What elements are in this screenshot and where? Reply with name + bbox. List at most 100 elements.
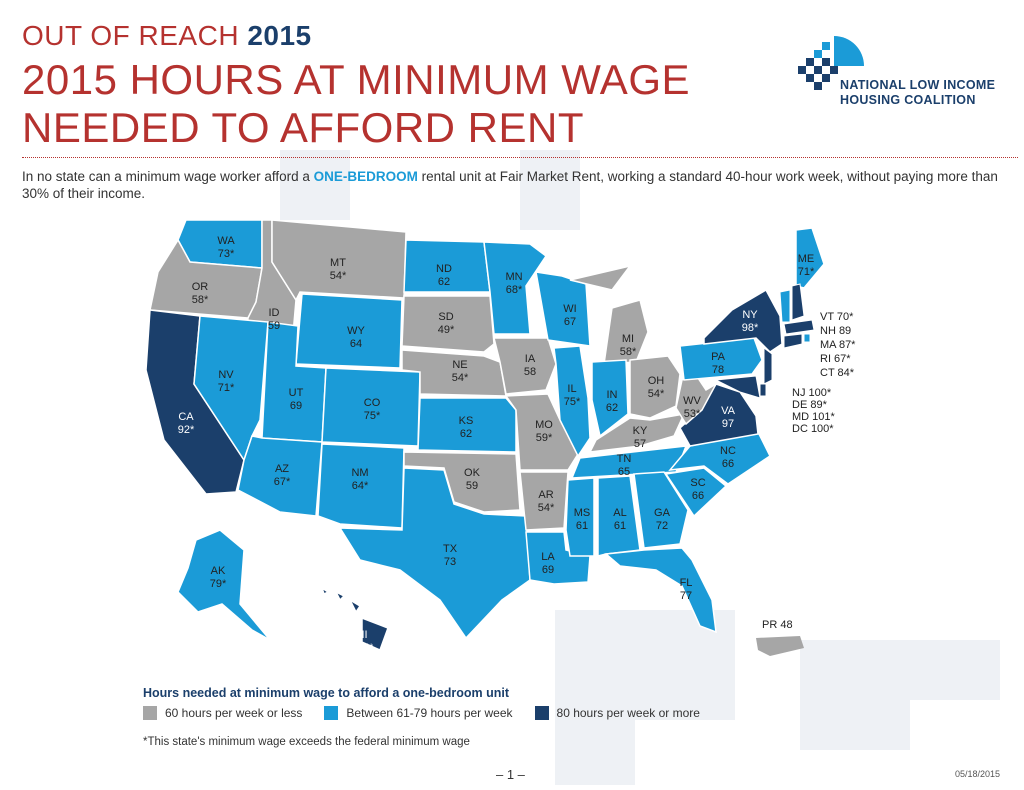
state-me — [795, 227, 825, 289]
title-line-1: 2015 HOURS AT MINIMUM WAGE — [22, 56, 690, 103]
legend-swatch — [143, 706, 157, 720]
state-ri — [803, 333, 811, 343]
legend-swatch — [534, 706, 549, 720]
state-hours-nc: 66 — [722, 458, 734, 470]
legend-label: 60 hours per week or less — [165, 706, 303, 720]
state-nj — [763, 347, 773, 385]
background-square — [555, 720, 635, 785]
legend-item-high: 80 hours per week or more — [534, 706, 700, 720]
state-label-in: IN — [607, 389, 618, 401]
legend-title: Hours needed at minimum wage to afford a… — [143, 686, 509, 700]
divider — [22, 157, 1018, 158]
state-label-sc: SC — [690, 477, 705, 489]
intro-before: In no state can a minimum wage worker af… — [22, 169, 314, 184]
state-label-tn: TN — [617, 453, 632, 465]
state-hours-ky: 57 — [634, 438, 646, 450]
background-square — [665, 610, 735, 720]
state-label-nc: NC — [720, 445, 736, 457]
nlihc-logo: NATIONAL LOW INCOME HOUSING COALITION — [796, 30, 1016, 110]
state-hours-ca: 92* — [178, 424, 195, 436]
state-label-al: AL — [613, 507, 626, 519]
state-hours-wi: 67 — [564, 316, 576, 328]
state-label-fl: FL — [680, 577, 693, 589]
state-hours-ak: 79* — [210, 578, 227, 590]
background-square — [555, 610, 665, 720]
legend-item-mid: Between 61-79 hours per week — [324, 706, 513, 720]
northeast-state-label: MA 87* — [820, 339, 856, 351]
state-fl — [604, 547, 717, 634]
state-label-la: LA — [541, 551, 555, 563]
state-label-ia: IA — [525, 353, 536, 365]
state-label-il: IL — [567, 383, 576, 395]
state-hours-nv: 71* — [218, 382, 235, 394]
state-nh — [791, 283, 805, 321]
state-hours-wv: 53* — [684, 408, 701, 420]
state-hours-nm: 64* — [352, 480, 369, 492]
state-hours-tx: 73 — [444, 556, 456, 568]
state-label-va: VA — [721, 405, 736, 417]
title-line-2: NEEDED TO AFFORD RENT — [22, 104, 585, 151]
state-ok — [403, 451, 521, 513]
state-ct — [783, 333, 803, 349]
state-hours-al: 61 — [614, 520, 626, 532]
state-ga — [633, 471, 689, 549]
logo-line-2: HOUSING COALITION — [840, 93, 976, 107]
date: 05/18/2015 — [955, 769, 1001, 779]
state-hours-sc: 66 — [692, 490, 704, 502]
state-hours-mi: 58* — [620, 346, 637, 358]
logo-line-1: NATIONAL LOW INCOME — [840, 78, 996, 92]
state-ma — [783, 319, 815, 335]
northeast-state-label: CT 84* — [820, 367, 855, 379]
midatlantic-state-label: NJ 100* — [792, 387, 832, 399]
state-mi — [569, 264, 649, 365]
state-label-mi: MI — [622, 333, 634, 345]
state-label-ks: KS — [459, 415, 474, 427]
state-label-me: ME — [798, 253, 815, 265]
state-ak — [177, 529, 271, 641]
intro-text: In no state can a minimum wage worker af… — [22, 168, 1012, 202]
state-label-nd: ND — [436, 263, 452, 275]
state-label-id: ID — [269, 307, 280, 319]
state-label-wa: WA — [217, 235, 235, 247]
state-shapes — [145, 219, 825, 656]
state-de — [759, 383, 767, 397]
northeast-state-label: RI 67* — [820, 353, 851, 365]
state-label-az: AZ — [275, 463, 289, 475]
state-mo — [504, 393, 579, 471]
logo-text: NATIONAL LOW INCOME HOUSING COALITION — [840, 78, 995, 108]
background-square — [910, 640, 1000, 700]
legend-label: 80 hours per week or more — [556, 706, 700, 720]
state-wi — [535, 271, 591, 347]
state-label-wi: WI — [563, 303, 576, 315]
state-sc — [664, 467, 728, 518]
state-label-sd: SD — [438, 311, 453, 323]
state-hours-id: 59 — [268, 320, 280, 332]
state-hours-mo: 59* — [536, 432, 553, 444]
state-label-tx: TX — [443, 543, 458, 555]
state-hours-pa: 78 — [712, 364, 724, 376]
state-ny — [703, 288, 783, 353]
state-label-wy: WY — [347, 325, 365, 337]
state-la — [525, 531, 591, 585]
state-hours-ia: 58 — [524, 366, 536, 378]
state-label-mn: MN — [505, 271, 522, 283]
state-ms — [565, 477, 595, 557]
state-hours-oh: 54* — [648, 388, 665, 400]
state-hours-va: 97 — [722, 418, 734, 430]
state-md — [714, 375, 761, 399]
state-hi — [320, 586, 389, 652]
state-hours-il: 75* — [564, 396, 581, 408]
kicker-year: 2015 — [247, 20, 312, 51]
state-label-mt: MT — [330, 257, 346, 269]
state-label-nv: NV — [218, 369, 234, 381]
state-hours-or: 58* — [192, 294, 209, 306]
state-label-co: CO — [364, 397, 381, 409]
state-label-mo: MO — [535, 419, 553, 431]
state-ne — [401, 349, 507, 397]
kicker-text: OUT OF REACH — [22, 20, 240, 51]
kicker: OUT OF REACH 2015 — [22, 20, 312, 52]
state-hours-mn: 68* — [506, 284, 523, 296]
state-label-ok: OK — [464, 467, 481, 479]
house-squares-logo-icon — [798, 36, 864, 90]
